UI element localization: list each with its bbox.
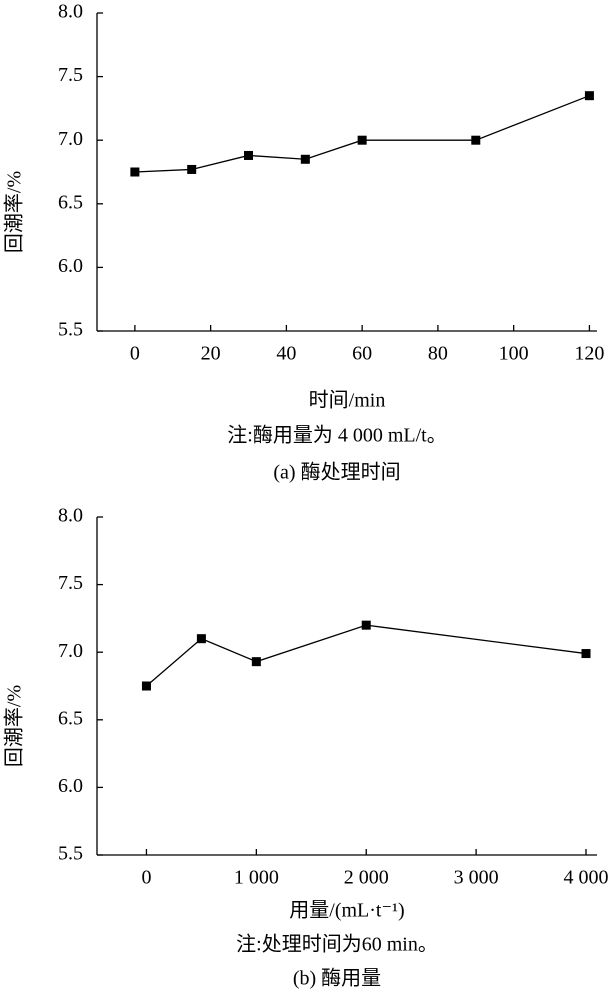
data-point bbox=[244, 150, 254, 160]
data-point bbox=[471, 135, 481, 145]
data-point bbox=[196, 634, 206, 644]
data-point bbox=[130, 167, 140, 177]
data-point bbox=[300, 154, 310, 164]
y-tick-label: 7.0 bbox=[58, 128, 83, 150]
data-point bbox=[357, 135, 367, 145]
note: 注:酶用量为 4 000 mL/t。 bbox=[227, 424, 446, 447]
y-tick-label: 6.0 bbox=[58, 255, 83, 277]
y-tick-label: 5.5 bbox=[58, 843, 83, 865]
x-tick-label: 0 bbox=[130, 343, 140, 365]
data-point bbox=[187, 164, 197, 174]
y-tick-label: 7.5 bbox=[58, 64, 83, 86]
series-line bbox=[146, 624, 587, 687]
x-axis-label: 时间/min bbox=[309, 389, 386, 412]
x-tick-label: 20 bbox=[201, 343, 221, 365]
y-axis-label: 回潮率/% bbox=[3, 685, 26, 767]
x-tick-label: 1 000 bbox=[234, 867, 279, 889]
data-point bbox=[361, 620, 371, 630]
data-point bbox=[251, 657, 261, 667]
x-tick-label: 40 bbox=[276, 343, 296, 365]
y-tick-label: 7.0 bbox=[58, 640, 83, 662]
caption: (a) 酶处理时间 bbox=[273, 461, 400, 484]
x-tick-label: 120 bbox=[574, 343, 604, 365]
y-tick-label: 6.5 bbox=[58, 191, 83, 213]
x-tick-label: 100 bbox=[499, 343, 529, 365]
y-tick-label: 8.0 bbox=[58, 505, 83, 527]
x-axis-label: 用量/(mL·t⁻¹) bbox=[289, 900, 404, 922]
data-point bbox=[141, 681, 151, 691]
y-tick-label: 5.5 bbox=[58, 319, 83, 341]
x-tick-label: 3 000 bbox=[454, 867, 499, 889]
x-tick-label: 4 000 bbox=[564, 867, 609, 889]
y-tick-label: 7.5 bbox=[58, 572, 83, 594]
x-tick-label: 0 bbox=[141, 867, 151, 889]
x-tick-label: 2 000 bbox=[344, 867, 389, 889]
caption: (b) 酶用量 bbox=[293, 967, 381, 990]
data-point bbox=[581, 649, 591, 659]
y-axis-label: 回潮率/% bbox=[3, 171, 26, 253]
note: 注:处理时间为60 min。 bbox=[236, 933, 438, 956]
x-tick-label: 60 bbox=[352, 343, 372, 365]
y-tick-label: 8.0 bbox=[58, 1, 83, 23]
y-tick-label: 6.0 bbox=[58, 775, 83, 797]
data-point bbox=[584, 91, 594, 101]
y-tick-label: 6.5 bbox=[58, 707, 83, 729]
series-line bbox=[134, 95, 590, 173]
x-tick-label: 80 bbox=[428, 343, 448, 365]
